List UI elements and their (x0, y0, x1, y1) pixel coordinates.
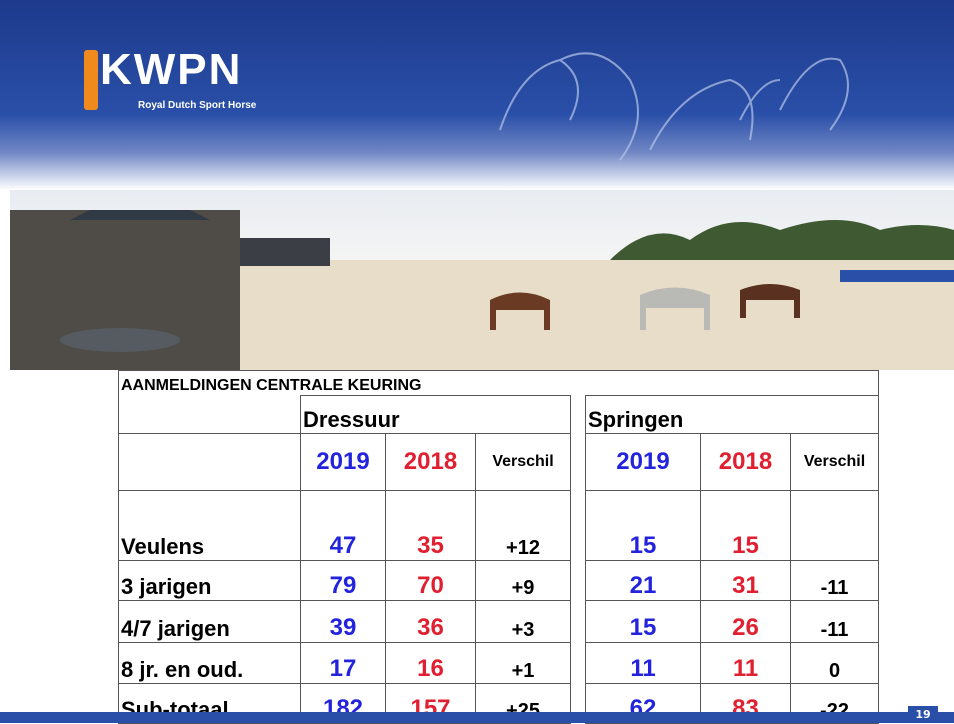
gap (570, 600, 586, 643)
table-cell: 17 (300, 642, 386, 684)
table-cell: 47 (300, 490, 386, 561)
table-cell: 79 (300, 560, 386, 601)
logo-text: KWPN (100, 45, 243, 94)
tagline: Royal Dutch Sport Horse (138, 100, 257, 111)
table-cell: 21 (585, 560, 701, 601)
photo (10, 190, 954, 370)
table-cell: +9 (475, 560, 571, 601)
table-cell: 15 (700, 490, 791, 561)
row-label: 8 jr. en oud. (118, 642, 301, 684)
table-cell: 36 (385, 600, 476, 643)
column-header: Verschil (475, 433, 571, 491)
table-cell: 26 (700, 600, 791, 643)
table-cell: -11 (790, 560, 879, 601)
gap (570, 642, 586, 684)
column-header: 2019 (300, 433, 386, 491)
column-header: 2019 (585, 433, 701, 491)
row-label: 4/7 jarigen (118, 600, 301, 643)
table-cell: +1 (475, 642, 571, 684)
table-cell: 39 (300, 600, 386, 643)
table-cell: 70 (385, 560, 476, 601)
table-cell: 16 (385, 642, 476, 684)
horse-drawing (499, 52, 849, 161)
footer-strip (0, 712, 954, 723)
table-cell: 11 (700, 642, 791, 684)
header: KWPN Royal Dutch Sport Horse (0, 0, 954, 190)
column-header: Verschil (790, 433, 879, 491)
gap (570, 433, 586, 491)
logo-emblem (84, 50, 98, 110)
page-number: 19 (908, 706, 938, 723)
table-cell: -11 (790, 600, 879, 643)
row-label: Veulens (118, 490, 301, 561)
table-cell: 31 (700, 560, 791, 601)
table-title: AANMELDINGEN CENTRALE KEURING (118, 370, 879, 396)
blank (118, 395, 301, 434)
table-cell: +3 (475, 600, 571, 643)
gap (570, 395, 586, 434)
table-cell (790, 490, 879, 561)
column-header: 2018 (700, 433, 791, 491)
row-label: 3 jarigen (118, 560, 301, 601)
table-cell: 15 (585, 490, 701, 561)
table-cell: 15 (585, 600, 701, 643)
group-header: Springen (585, 395, 879, 434)
registrations-table: AANMELDINGEN CENTRALE KEURING Dressuur Spr… (118, 370, 879, 724)
blank (118, 433, 301, 491)
table-cell: 35 (385, 490, 476, 561)
column-header: 2018 (385, 433, 476, 491)
gap (570, 560, 586, 601)
table-cell: 11 (585, 642, 701, 684)
gap (570, 490, 586, 561)
table-cell: 0 (790, 642, 879, 684)
table-cell: +12 (475, 490, 571, 561)
group-header: Dressuur (300, 395, 571, 434)
header-art (84, 50, 849, 161)
